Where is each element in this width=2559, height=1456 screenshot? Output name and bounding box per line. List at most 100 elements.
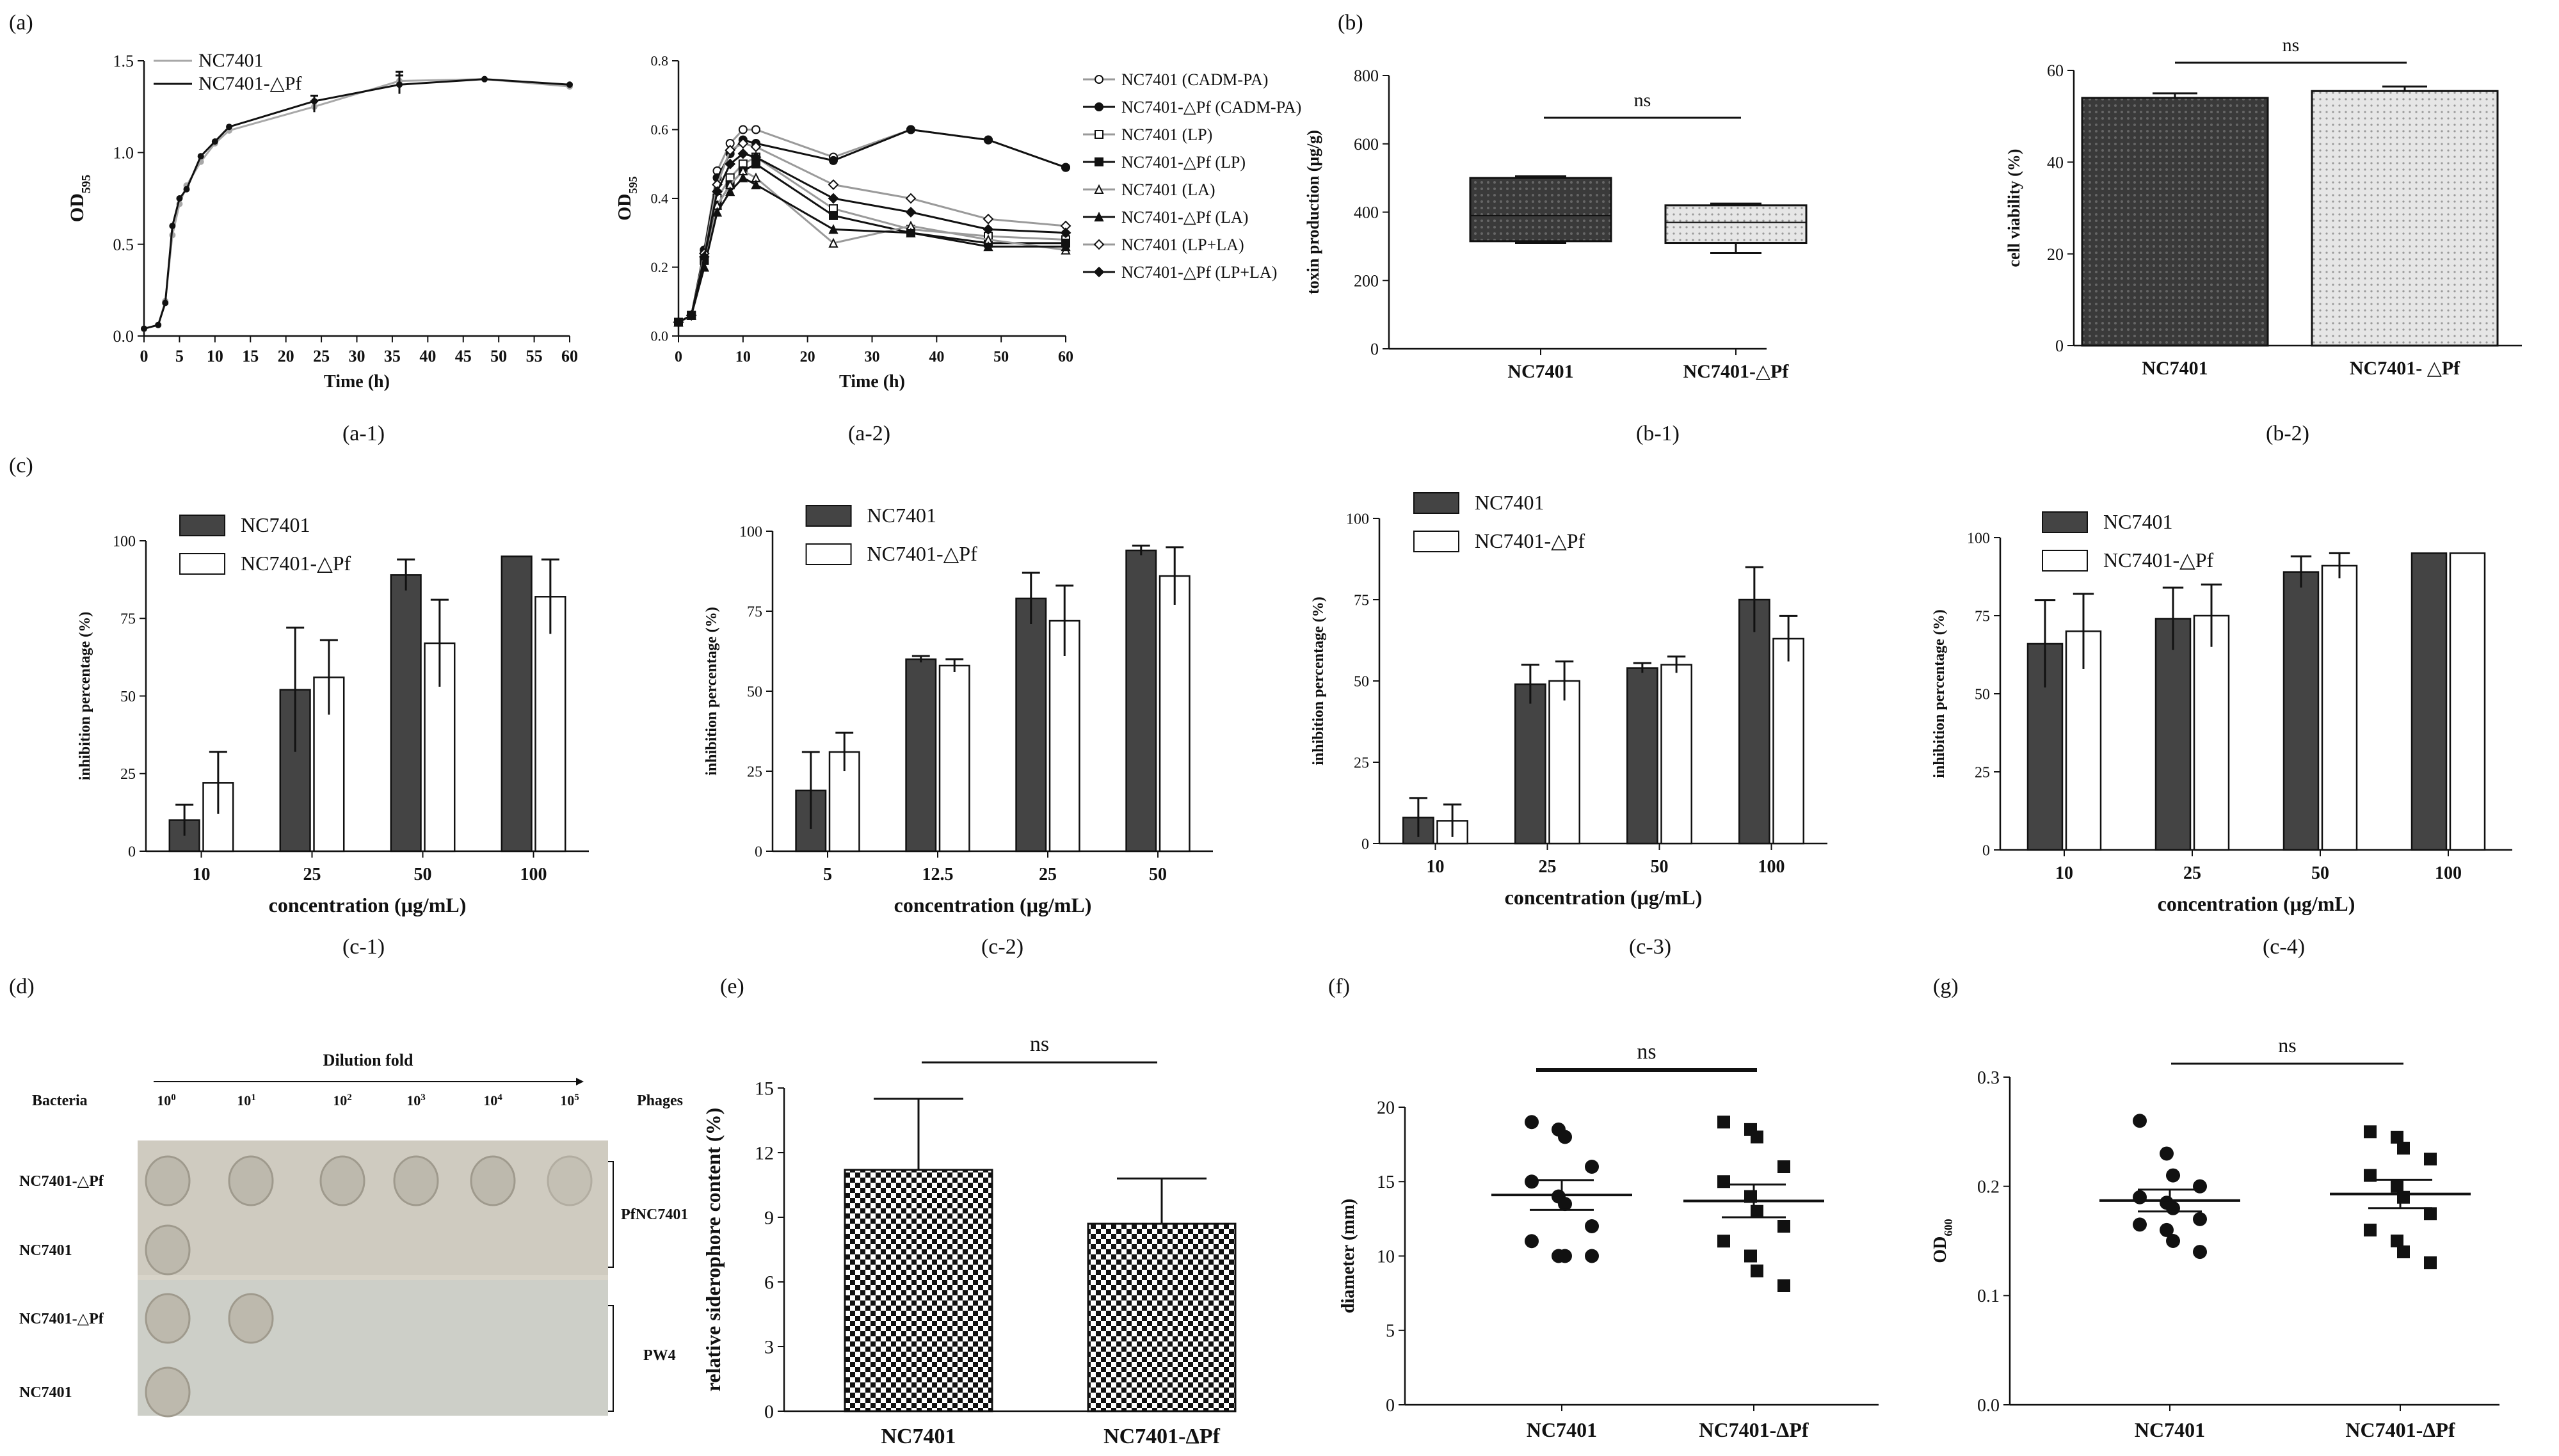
bar [844, 1169, 993, 1412]
dilution-label: 105 [560, 1092, 579, 1108]
chart-caption: (b-1) [1636, 422, 1680, 445]
chart-caption: (c-2) [981, 935, 1023, 959]
bar [1738, 598, 1770, 845]
data-point [2133, 1114, 2147, 1128]
y-axis-label: inhibition percentage (%) [77, 612, 93, 781]
legend-swatch [805, 505, 852, 527]
legend-label: NC7401-△Pf [1475, 529, 1585, 552]
data-point [481, 76, 488, 83]
x-tick-label: 50 [490, 347, 507, 365]
plate-phages-header: Phages [637, 1092, 683, 1109]
data-point [725, 145, 736, 156]
data-point [2424, 1256, 2437, 1270]
bar [2449, 552, 2486, 851]
x-tick-label: 50 [1651, 857, 1669, 877]
y-axis-label: diameter (mm) [1338, 1199, 1358, 1313]
legend-label: NC7401 (LP+LA) [1121, 236, 1244, 254]
y-tick-label: 0.3 [1977, 1068, 2000, 1088]
legend-swatch [1413, 492, 1459, 514]
chart-caption: (b-2) [2266, 422, 2309, 445]
data-point [1777, 1279, 1790, 1292]
data-point [1717, 1116, 1730, 1129]
x-axis-label: Time (h) [324, 372, 390, 392]
data-point [1744, 1249, 1757, 1263]
x-tick-label: 100 [1758, 857, 1785, 877]
data-point [983, 213, 994, 225]
chart-caption: (c-4) [2263, 935, 2305, 959]
plaque-spot [145, 1224, 191, 1276]
legend-swatch [1413, 531, 1459, 552]
y-tick-label: 20 [2047, 245, 2064, 264]
panel-label-a: (a) [9, 11, 33, 35]
x-tick-label: 60 [561, 347, 578, 365]
x-tick-label: 100 [2435, 863, 2462, 883]
y-axis-label: OD595 [615, 176, 639, 220]
y-axis-label: toxin production (μg/g) [1304, 130, 1322, 294]
y-tick-label: 400 [1354, 204, 1379, 222]
bar [1660, 664, 1692, 845]
data-point [1751, 1264, 1763, 1277]
y-tick-label: 40 [2047, 153, 2064, 172]
x-tick-label: NC7401 [881, 1425, 956, 1448]
chart-c1: 0 25 50 75 100 inhibition percentage (%) 10 25 5… [77, 513, 589, 959]
bar [1015, 597, 1047, 852]
x-tick-label: 0 [140, 347, 148, 365]
y-tick-label: 0 [128, 844, 136, 860]
plate-strip-lower [138, 1280, 608, 1416]
plate-row-label: NC7401-△Pf [19, 1311, 104, 1327]
bar [905, 658, 937, 852]
y-tick-label: 0 [1386, 1396, 1395, 1416]
plate-bracket-pw4 [608, 1305, 614, 1412]
y-tick-label: 5 [1386, 1322, 1395, 1341]
y-tick-label: 12 [755, 1143, 774, 1164]
data-point [828, 237, 838, 248]
x-tick-label: NC7401 [1507, 361, 1573, 382]
x-tick-label: 40 [929, 349, 944, 365]
data-point [2166, 1201, 2180, 1215]
data-point [2424, 1153, 2437, 1165]
y-tick-label: 0 [755, 844, 762, 860]
dilution-label: 104 [483, 1092, 502, 1108]
y-tick-label: 0.8 [651, 53, 669, 69]
data-point [2364, 1169, 2377, 1182]
y-tick-label: 3 [764, 1337, 774, 1358]
legend-label: NC7401-△Pf (LP+LA) [1121, 263, 1277, 282]
data-point [1777, 1160, 1790, 1173]
y-tick-label: 200 [1354, 271, 1379, 290]
chart-a2: 0 10 20 30 40 50 60 Time (h) 0.0 0.2 0.4 0.6 0.8 OD59… [615, 53, 1301, 445]
data-point [141, 325, 147, 332]
x-tick-label: 50 [2311, 863, 2329, 883]
y-tick-label: 15 [755, 1078, 774, 1100]
plaque-spot [393, 1155, 439, 1206]
x-tick-label: 30 [349, 347, 365, 365]
panel-label-g: (g) [1933, 975, 1959, 998]
data-point [2391, 1180, 2403, 1193]
data-point [2397, 1141, 2410, 1155]
data-point [566, 81, 573, 88]
series-line [143, 78, 570, 330]
plate-phage-pf: PfNC7401 [621, 1206, 688, 1223]
plate-strip-upper [138, 1140, 608, 1275]
plaque-spot [228, 1155, 274, 1206]
y-tick-label: 0 [1361, 836, 1369, 852]
data-point [828, 224, 838, 234]
legend-label: NC7401 (CADM-PA) [1121, 70, 1268, 89]
legend-label: NC7401 [2103, 510, 2172, 533]
y-tick-label: 0.4 [651, 191, 669, 207]
bar [501, 556, 533, 852]
y-tick-label: 20 [1377, 1098, 1395, 1118]
dilution-label: 102 [333, 1092, 352, 1108]
data-point [197, 153, 204, 160]
data-point [2193, 1212, 2207, 1226]
bar [2154, 618, 2192, 851]
bar [2311, 90, 2499, 347]
x-tick-label: 20 [278, 347, 294, 365]
x-tick-label: 15 [242, 347, 259, 365]
x-tick-label: 40 [419, 347, 436, 365]
plate-bacteria-header: Bacteria [32, 1092, 88, 1109]
x-tick-label: 5 [823, 865, 832, 884]
series-line [678, 156, 1066, 323]
data-point [1525, 1174, 1539, 1189]
data-point [2391, 1235, 2403, 1247]
